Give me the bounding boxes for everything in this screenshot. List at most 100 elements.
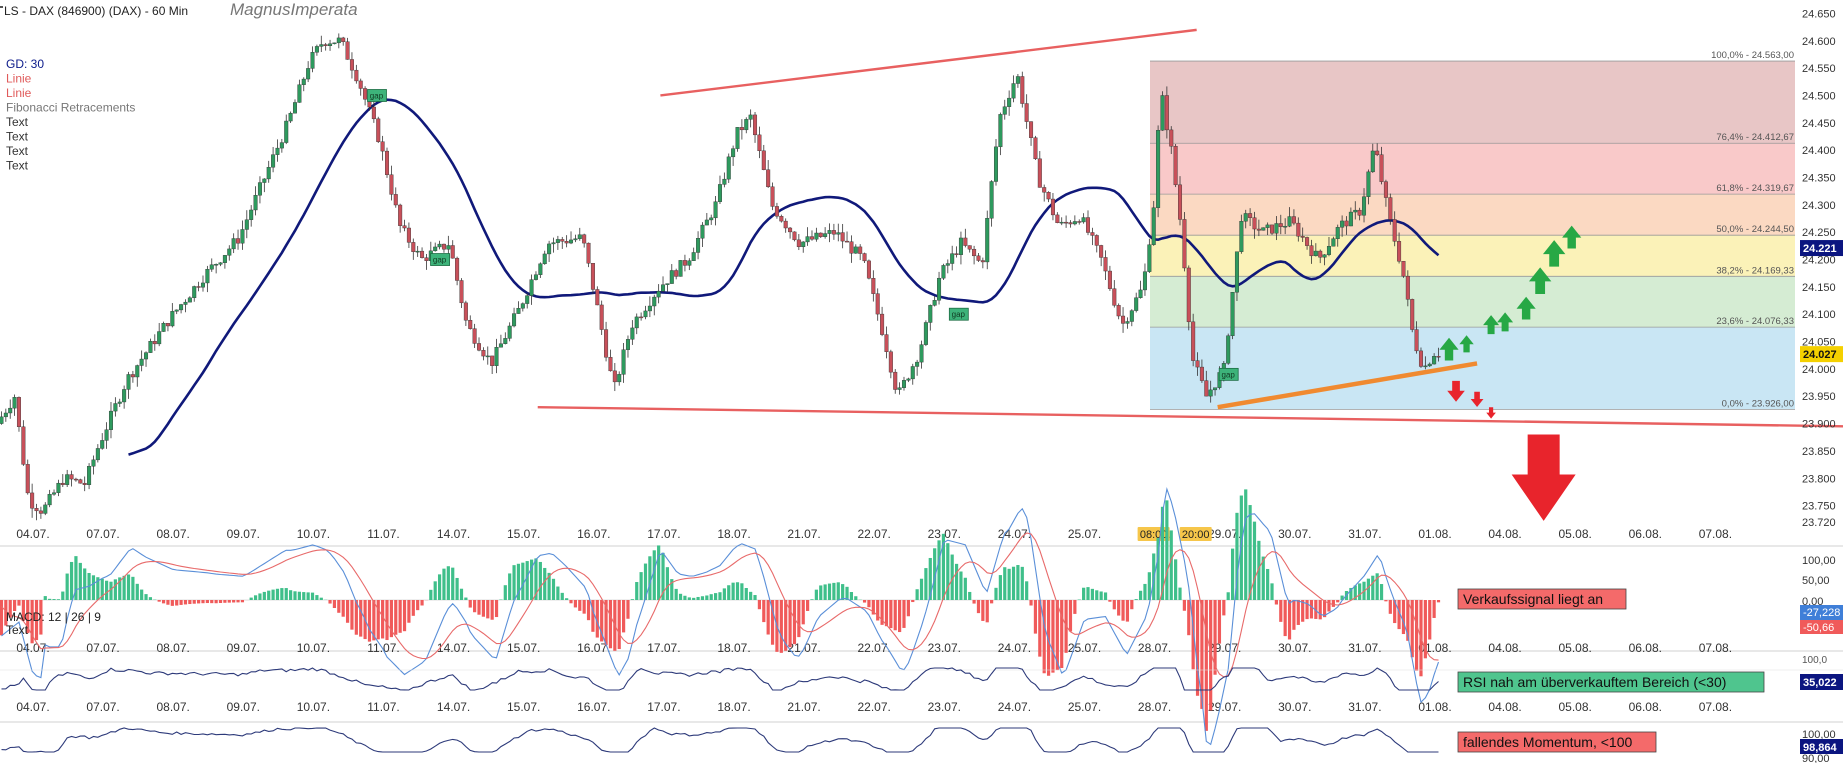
candle bbox=[792, 231, 797, 242]
candle bbox=[827, 223, 832, 243]
candle bbox=[231, 233, 236, 254]
macd-histogram-bar bbox=[140, 589, 144, 600]
macd-histogram-bar bbox=[91, 575, 96, 600]
y-tick-label: 23.750 bbox=[1802, 501, 1836, 513]
y-tick-label: 24.150 bbox=[1802, 282, 1836, 294]
candle bbox=[319, 35, 324, 52]
macd-histogram-bar bbox=[1336, 600, 1340, 603]
svg-text:35,022: 35,022 bbox=[1803, 677, 1837, 689]
candle bbox=[113, 397, 118, 417]
candle bbox=[1366, 169, 1371, 205]
candle bbox=[170, 303, 175, 328]
candle bbox=[441, 243, 446, 253]
legend-item[interactable]: Linie bbox=[6, 86, 32, 100]
macd-histogram-bar bbox=[661, 552, 665, 600]
candle bbox=[1195, 352, 1200, 376]
candle bbox=[1383, 179, 1388, 207]
candle bbox=[1423, 356, 1428, 370]
macd-histogram-bar bbox=[876, 600, 880, 621]
macd-histogram-bar bbox=[670, 579, 674, 600]
candle bbox=[954, 246, 959, 258]
candle bbox=[989, 180, 994, 227]
candle bbox=[993, 138, 998, 186]
candle bbox=[1055, 212, 1060, 224]
candle bbox=[1414, 321, 1419, 354]
legend-item[interactable]: Text bbox=[6, 115, 29, 129]
candle bbox=[433, 242, 438, 252]
x-tick-label: 05.08. bbox=[1559, 641, 1592, 655]
candle bbox=[1178, 176, 1183, 226]
candle bbox=[643, 305, 648, 320]
x-tick-label: 28.07. bbox=[1138, 700, 1171, 714]
macd-histogram-bar bbox=[345, 600, 350, 623]
macd-histogram-bar bbox=[779, 600, 783, 653]
candle bbox=[941, 263, 946, 281]
candle bbox=[227, 245, 232, 261]
candle bbox=[928, 304, 933, 331]
candle bbox=[945, 259, 950, 274]
indicator-panels: MACD: 12 | 26 | 9Text100,0050,000,00-27,… bbox=[0, 486, 1843, 763]
momentum-value-badge: 98,864 bbox=[1800, 739, 1843, 754]
candle bbox=[398, 203, 403, 233]
candle bbox=[696, 231, 701, 260]
macd-histogram-bar bbox=[933, 548, 937, 600]
macd-histogram-bar bbox=[823, 584, 827, 600]
macd-histogram-bar bbox=[1305, 600, 1309, 620]
x-tick-label: 14.07. bbox=[437, 527, 470, 541]
candle bbox=[604, 321, 609, 362]
legend-item[interactable]: GD: 30 bbox=[6, 57, 44, 71]
y-tick-label: 24.350 bbox=[1802, 173, 1836, 185]
resistance-trendline[interactable] bbox=[660, 28, 1197, 97]
candle bbox=[525, 293, 530, 309]
candle bbox=[1401, 261, 1406, 278]
resistance-trendline[interactable] bbox=[537, 405, 1843, 428]
candle bbox=[1265, 222, 1270, 236]
candle bbox=[371, 99, 376, 123]
macd-histogram-bar bbox=[30, 600, 34, 644]
candle bbox=[1305, 236, 1310, 250]
macd-histogram-bar bbox=[464, 597, 468, 600]
x-tick-label: 23.07. bbox=[928, 641, 961, 655]
legend-item[interactable]: Text bbox=[6, 159, 29, 173]
legend-item[interactable]: Text bbox=[6, 144, 29, 158]
candle bbox=[481, 347, 486, 361]
x-tick-label: 04.08. bbox=[1488, 527, 1521, 541]
macd-histogram-bar bbox=[306, 592, 310, 600]
macd-histogram-bar bbox=[1033, 600, 1038, 634]
macd-histogram-bar bbox=[1152, 553, 1156, 600]
legend-item[interactable]: Text bbox=[6, 130, 29, 144]
macd-histogram-bar bbox=[788, 600, 792, 648]
legend-item[interactable]: Linie bbox=[6, 72, 32, 86]
candle bbox=[901, 376, 906, 391]
candle bbox=[753, 112, 758, 143]
moving-average-line[interactable] bbox=[128, 98, 1440, 456]
macd-histogram-bar bbox=[473, 600, 477, 613]
y-tick-label: 24.100 bbox=[1802, 309, 1836, 321]
candle bbox=[932, 296, 937, 307]
macd-histogram-bar bbox=[1226, 592, 1230, 600]
legend-item[interactable]: Fibonacci Retracements bbox=[6, 101, 135, 115]
macd-histogram-bar bbox=[547, 572, 551, 600]
fib-zone bbox=[1150, 276, 1795, 328]
macd-histogram-bar bbox=[39, 600, 43, 635]
candle bbox=[1326, 236, 1331, 257]
candle bbox=[3, 408, 8, 422]
candle bbox=[1331, 236, 1336, 247]
macd-histogram-bar bbox=[385, 600, 389, 641]
macd-histogram-bar bbox=[201, 600, 205, 604]
candle bbox=[1230, 292, 1235, 340]
candle bbox=[336, 33, 341, 49]
support-trendline[interactable] bbox=[1217, 361, 1478, 410]
macd-histogram-bar bbox=[1270, 583, 1274, 600]
macd-histogram-bar bbox=[998, 575, 1002, 600]
candle bbox=[1007, 90, 1012, 116]
macd-histogram-bar bbox=[372, 600, 376, 641]
macd-histogram-bar bbox=[1191, 600, 1195, 670]
macd-histogram-bar bbox=[258, 593, 262, 600]
macd-histogram-bar bbox=[376, 600, 380, 640]
candle bbox=[385, 147, 390, 178]
candle bbox=[656, 284, 661, 304]
x-tick-label: 07.07. bbox=[86, 700, 119, 714]
macd-histogram-bar bbox=[74, 556, 78, 600]
